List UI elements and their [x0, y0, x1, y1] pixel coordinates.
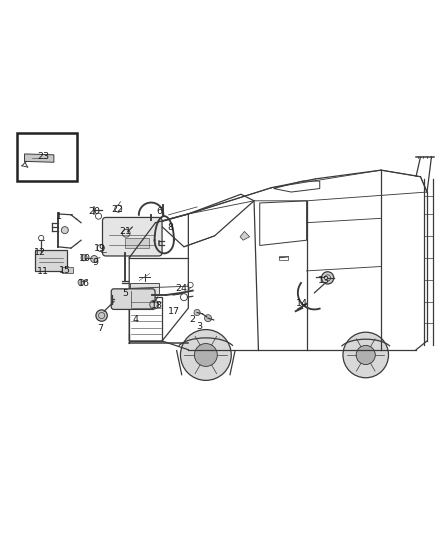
Text: 16: 16 [78, 279, 90, 288]
Circle shape [150, 300, 159, 309]
Text: 1: 1 [56, 212, 62, 221]
Circle shape [321, 272, 334, 284]
Circle shape [78, 279, 84, 285]
Circle shape [343, 332, 389, 378]
Bar [279, 255, 288, 260]
Text: 7: 7 [97, 324, 103, 333]
Circle shape [96, 310, 107, 321]
Text: 9: 9 [92, 257, 99, 266]
Text: 17: 17 [168, 306, 180, 316]
Text: 14: 14 [296, 299, 308, 308]
Text: 8: 8 [168, 223, 174, 231]
Bar [62, 266, 73, 273]
Text: 23: 23 [37, 151, 49, 160]
Circle shape [180, 329, 231, 381]
Bar [125, 238, 149, 248]
Text: 12: 12 [34, 248, 46, 257]
Text: 4: 4 [133, 316, 139, 325]
FancyBboxPatch shape [35, 251, 67, 271]
Polygon shape [240, 231, 250, 240]
Text: 18: 18 [151, 301, 163, 310]
Bar [17, 133, 77, 181]
Text: 5: 5 [122, 289, 128, 298]
Text: 15: 15 [59, 266, 71, 276]
Circle shape [81, 255, 87, 261]
Circle shape [356, 345, 375, 365]
Text: 21: 21 [119, 227, 131, 236]
Text: 2: 2 [190, 316, 196, 325]
Text: 6: 6 [157, 207, 163, 216]
FancyBboxPatch shape [102, 217, 162, 256]
Text: 10: 10 [79, 254, 92, 263]
FancyBboxPatch shape [111, 289, 155, 310]
Polygon shape [25, 154, 54, 162]
Circle shape [61, 227, 68, 233]
Text: 22: 22 [111, 205, 124, 214]
Text: 19: 19 [94, 245, 106, 254]
Text: 13: 13 [318, 276, 330, 285]
Circle shape [205, 314, 212, 322]
Circle shape [91, 255, 98, 263]
Text: 3: 3 [196, 322, 202, 332]
Text: 11: 11 [37, 267, 49, 276]
Bar [130, 282, 159, 295]
Circle shape [194, 344, 217, 366]
Text: 24: 24 [176, 284, 188, 293]
Text: 20: 20 [88, 207, 100, 216]
Circle shape [194, 310, 200, 316]
